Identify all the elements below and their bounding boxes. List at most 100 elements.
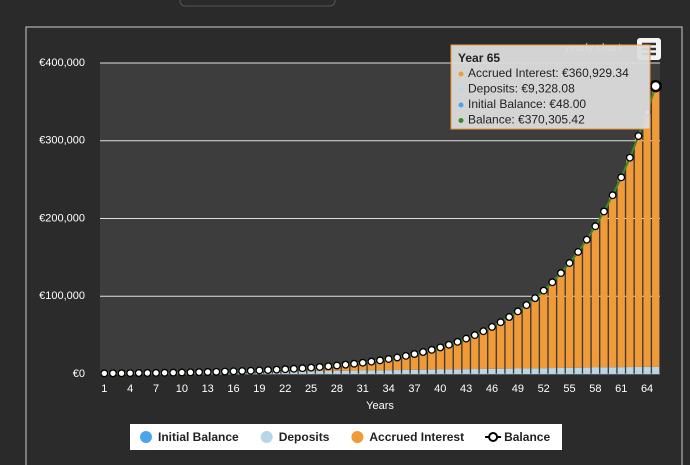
legend-label: Initial Balance — [158, 430, 239, 444]
y-tick-label: €0 — [73, 368, 85, 380]
bar-segment — [410, 354, 419, 370]
bar-segment — [462, 338, 470, 370]
balance-point — [522, 301, 531, 310]
balance-point — [108, 369, 117, 378]
bar-segment — [410, 369, 419, 374]
bar-segment — [531, 368, 539, 374]
bar-segment — [471, 369, 479, 374]
x-tick-label: 25 — [305, 383, 317, 395]
balance-point — [350, 359, 359, 368]
x-tick-label: 1 — [101, 383, 107, 395]
legend-label: Accrued Interest — [369, 430, 464, 444]
balance-point — [332, 361, 341, 370]
x-tick-label: 37 — [408, 383, 420, 395]
bar-segment — [307, 371, 315, 374]
bar-segment — [617, 177, 625, 368]
bar-segment — [436, 369, 444, 374]
x-tick-label: 13 — [202, 383, 214, 395]
x-tick-label: 19 — [253, 383, 265, 395]
balance-point — [212, 367, 221, 376]
balance-point — [169, 368, 178, 377]
balance-point — [384, 355, 393, 363]
bar-segment — [540, 290, 548, 369]
legend-marker — [260, 431, 273, 443]
tooltip-marker — [458, 87, 464, 92]
balance-point — [436, 343, 445, 352]
x-tick-label: 46 — [486, 383, 498, 395]
bar-segment — [488, 368, 496, 374]
bar-segment — [583, 367, 591, 374]
y-tick-label: €100,000 — [39, 290, 85, 302]
bar-segment — [376, 360, 384, 371]
balance-point — [358, 358, 367, 367]
bar-segment — [626, 367, 634, 374]
balance-point — [531, 294, 540, 303]
bar-segment — [350, 370, 358, 374]
balance-point — [160, 368, 169, 377]
bar-segment — [557, 273, 565, 368]
balance-point — [625, 153, 634, 162]
x-tick-label: 16 — [227, 383, 239, 395]
balance-point — [617, 173, 626, 182]
balance-point — [315, 363, 324, 371]
bar-segment — [600, 367, 608, 374]
balance-point — [444, 340, 453, 349]
tooltip-title: Year 65 — [458, 51, 500, 65]
legend-label: Balance — [504, 430, 550, 444]
bar-segment — [522, 368, 531, 374]
bar-segment — [643, 112, 651, 367]
x-tick-label: 64 — [641, 383, 653, 395]
bar-segment — [384, 370, 393, 374]
bar-segment — [652, 86, 660, 367]
tab — [179, 0, 336, 7]
bar-segment — [583, 239, 591, 368]
bar-segment — [496, 322, 505, 369]
bar-segment — [505, 317, 513, 369]
tooltip-box — [450, 44, 651, 130]
bar-segment — [488, 326, 496, 369]
bar-segment — [333, 370, 341, 374]
x-tick-label: 4 — [127, 383, 133, 395]
x-tick-label: 34 — [382, 383, 394, 395]
bar-segment — [634, 136, 643, 367]
balance-point — [496, 318, 505, 327]
legend-marker — [488, 432, 499, 442]
bar-segment — [436, 347, 444, 370]
tooltip-marker — [458, 118, 464, 123]
balance-point — [220, 367, 229, 376]
legend-label: Deposits — [279, 430, 330, 444]
bar-segment — [557, 367, 565, 374]
balance-point — [470, 331, 479, 340]
x-tick-label: 31 — [357, 383, 369, 395]
balance-point — [272, 365, 281, 374]
legend-marker — [140, 431, 152, 443]
bar-segment — [341, 370, 350, 374]
x-tick-label: 55 — [563, 383, 575, 395]
bar-segment — [402, 369, 410, 374]
bar-segment — [505, 368, 513, 374]
bar-segment — [514, 311, 522, 369]
x-tick-label: 40 — [434, 383, 446, 395]
balance-point — [548, 278, 557, 287]
bar-segment — [324, 370, 332, 374]
balance-point — [203, 368, 212, 376]
bar-segment — [479, 331, 488, 369]
bar-segment — [574, 367, 582, 374]
bar-segment — [419, 352, 427, 370]
x-axis-title: Years — [366, 400, 394, 412]
bar-segment — [367, 370, 376, 374]
x-tick-label: 7 — [153, 383, 159, 395]
balance-point — [152, 368, 160, 377]
bar-segment — [367, 361, 376, 371]
balance-point — [307, 363, 316, 372]
bar-segment — [591, 226, 600, 368]
balance-point — [393, 353, 402, 362]
bar-segment — [445, 344, 453, 370]
bar-segment — [608, 367, 617, 374]
balance-point — [591, 222, 600, 231]
balance-point — [281, 365, 290, 374]
y-tick-label: €300,000 — [39, 135, 85, 147]
balance-point — [401, 351, 410, 360]
balance-point — [134, 369, 143, 378]
